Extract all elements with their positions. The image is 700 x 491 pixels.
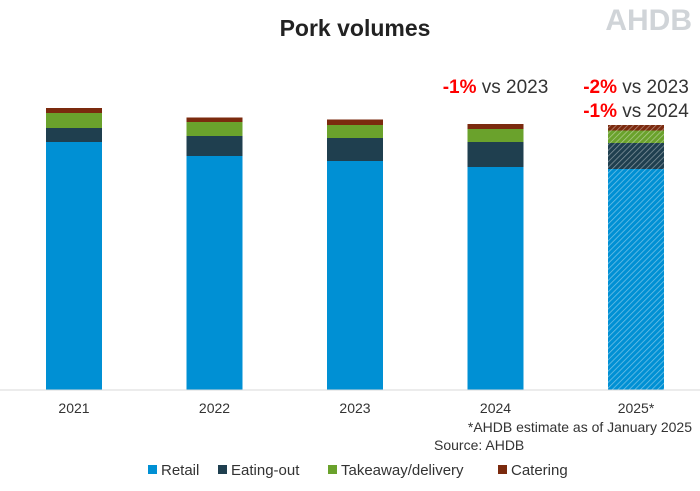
legend-label: Retail <box>161 462 199 479</box>
source-note: Source: AHDB <box>434 437 524 453</box>
bar-retail-2021 <box>46 142 102 390</box>
x-tick-label: 2023 <box>339 400 370 416</box>
bar-eating-out-2024 <box>467 142 524 167</box>
x-tick-label: 2022 <box>199 400 230 416</box>
x-tick-label: 2024 <box>480 400 511 416</box>
x-tick-label: 2021 <box>58 400 89 416</box>
bar-takeaway-delivery-2024 <box>467 129 524 142</box>
legend-swatch <box>218 465 227 474</box>
estimate-hatch <box>608 125 664 131</box>
bar-takeaway-delivery-2022 <box>186 122 243 136</box>
bar-takeaway-delivery-2023 <box>327 125 383 138</box>
legend-label: Eating-out <box>231 462 300 479</box>
footnote: *AHDB estimate as of January 2025 <box>468 419 692 435</box>
estimate-hatch <box>608 169 664 390</box>
change-annotation: -2% vs 2023 <box>583 77 689 98</box>
ahdb-logo: AHDB <box>605 4 692 37</box>
bar-eating-out-2022 <box>186 136 243 156</box>
x-tick-label: 2025* <box>618 400 655 416</box>
legend-label: Takeaway/delivery <box>341 462 464 479</box>
bar-retail-2024 <box>467 167 524 390</box>
bar-retail-2022 <box>186 156 243 390</box>
change-annotation: -1% vs 2023 <box>443 77 549 98</box>
bar-catering-2022 <box>186 117 243 122</box>
bar-catering-2023 <box>327 119 383 125</box>
legend-swatch <box>498 465 507 474</box>
legend-swatch <box>328 465 337 474</box>
bar-takeaway-delivery-2021 <box>46 113 102 128</box>
bar-eating-out-2021 <box>46 128 102 142</box>
legend-swatch <box>148 465 157 474</box>
estimate-hatch <box>608 143 664 169</box>
bar-retail-2023 <box>327 161 383 390</box>
change-annotation: -1% vs 2024 <box>583 101 689 122</box>
bar-catering-2021 <box>46 108 102 113</box>
chart-title: Pork volumes <box>280 15 431 41</box>
estimate-hatch <box>608 130 664 143</box>
legend-label: Catering <box>511 462 568 479</box>
bar-eating-out-2023 <box>327 138 383 161</box>
bar-catering-2024 <box>467 124 524 129</box>
